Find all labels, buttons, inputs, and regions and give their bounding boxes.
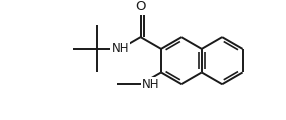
Text: NH: NH bbox=[142, 78, 159, 91]
Text: NH: NH bbox=[112, 42, 129, 55]
Text: O: O bbox=[135, 0, 146, 13]
